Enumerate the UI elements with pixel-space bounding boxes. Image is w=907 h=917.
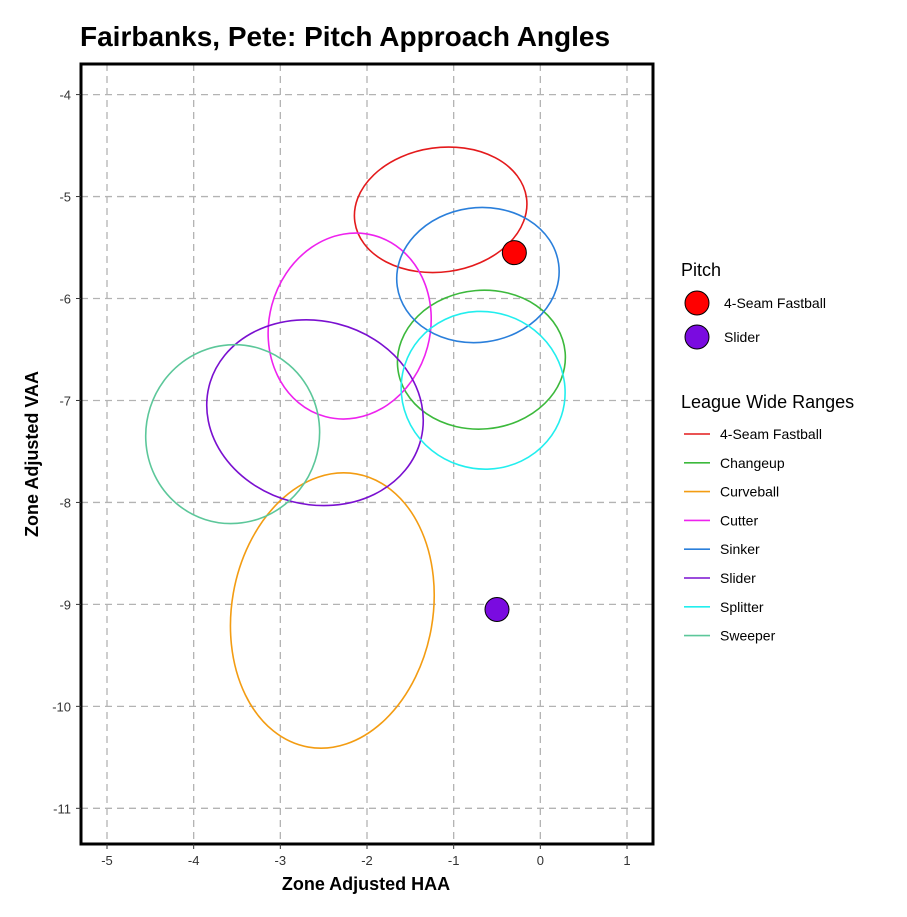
y-axis-ticks: -4 -5 -6 -7 -8 -9 -10 -11	[52, 88, 81, 816]
y-tick-label: -10	[52, 699, 71, 714]
y-tick-label: -6	[59, 292, 71, 307]
pitch-legend-label: 4-Seam Fastball	[724, 295, 826, 311]
pitch-legend-swatch	[684, 324, 710, 350]
range-legend-label: Sweeper	[720, 628, 776, 644]
y-tick-label: -4	[59, 88, 71, 103]
range-legend-label: Sinker	[720, 541, 760, 557]
ranges-legend: 4-Seam Fastball Changeup Curveball Cutter Si…	[684, 426, 822, 644]
y-tick-label: -8	[59, 495, 71, 510]
x-tick-label: -5	[101, 853, 113, 868]
range-ellipse-sinker	[395, 206, 560, 344]
pitch-legend-swatch	[684, 290, 710, 316]
y-tick-label: -7	[59, 393, 71, 408]
range-legend-label: Cutter	[720, 512, 758, 528]
pitch-points	[484, 240, 527, 622]
x-axis-label: Zone Adjusted HAA	[282, 874, 450, 894]
range-ellipse-splitter	[400, 310, 566, 470]
x-tick-label: 1	[623, 853, 630, 868]
range-ellipse-changeup	[396, 289, 567, 430]
range-ellipse-cutter	[267, 232, 433, 420]
y-tick-label: -9	[59, 597, 71, 612]
x-tick-label: -3	[275, 853, 287, 868]
x-tick-label: 0	[537, 853, 544, 868]
x-axis-ticks: -5 -4 -3 -2 -1 0 1	[101, 844, 631, 868]
pitch-legend-title: Pitch	[681, 260, 721, 280]
point-4-seam-fastball	[501, 240, 527, 266]
range-ellipse-4-seam-fastball	[353, 146, 528, 274]
range-legend-label: Curveball	[720, 484, 779, 500]
range-ellipse-sweeper	[144, 343, 321, 525]
x-tick-label: -4	[188, 853, 200, 868]
chart-title: Fairbanks, Pete: Pitch Approach Angles	[80, 21, 610, 52]
y-axis-label: Zone Adjusted VAA	[22, 371, 42, 537]
ranges-legend-title: League Wide Ranges	[681, 392, 854, 412]
grid-lines	[81, 64, 653, 844]
range-ellipse-curveball	[229, 472, 436, 749]
range-legend-label: Changeup	[720, 455, 785, 471]
pitch-legend-label: Slider	[724, 329, 760, 345]
y-tick-label: -11	[53, 801, 71, 816]
y-tick-label: -5	[59, 190, 71, 205]
range-legend-label: Slider	[720, 570, 756, 586]
range-legend-label: Splitter	[720, 599, 764, 615]
x-tick-label: -2	[361, 853, 373, 868]
point-slider	[484, 596, 510, 622]
range-legend-label: 4-Seam Fastball	[720, 426, 822, 442]
x-tick-label: -1	[448, 853, 460, 868]
league-ranges	[144, 146, 567, 749]
pitch-legend: 4-Seam Fastball Slider	[684, 290, 826, 350]
